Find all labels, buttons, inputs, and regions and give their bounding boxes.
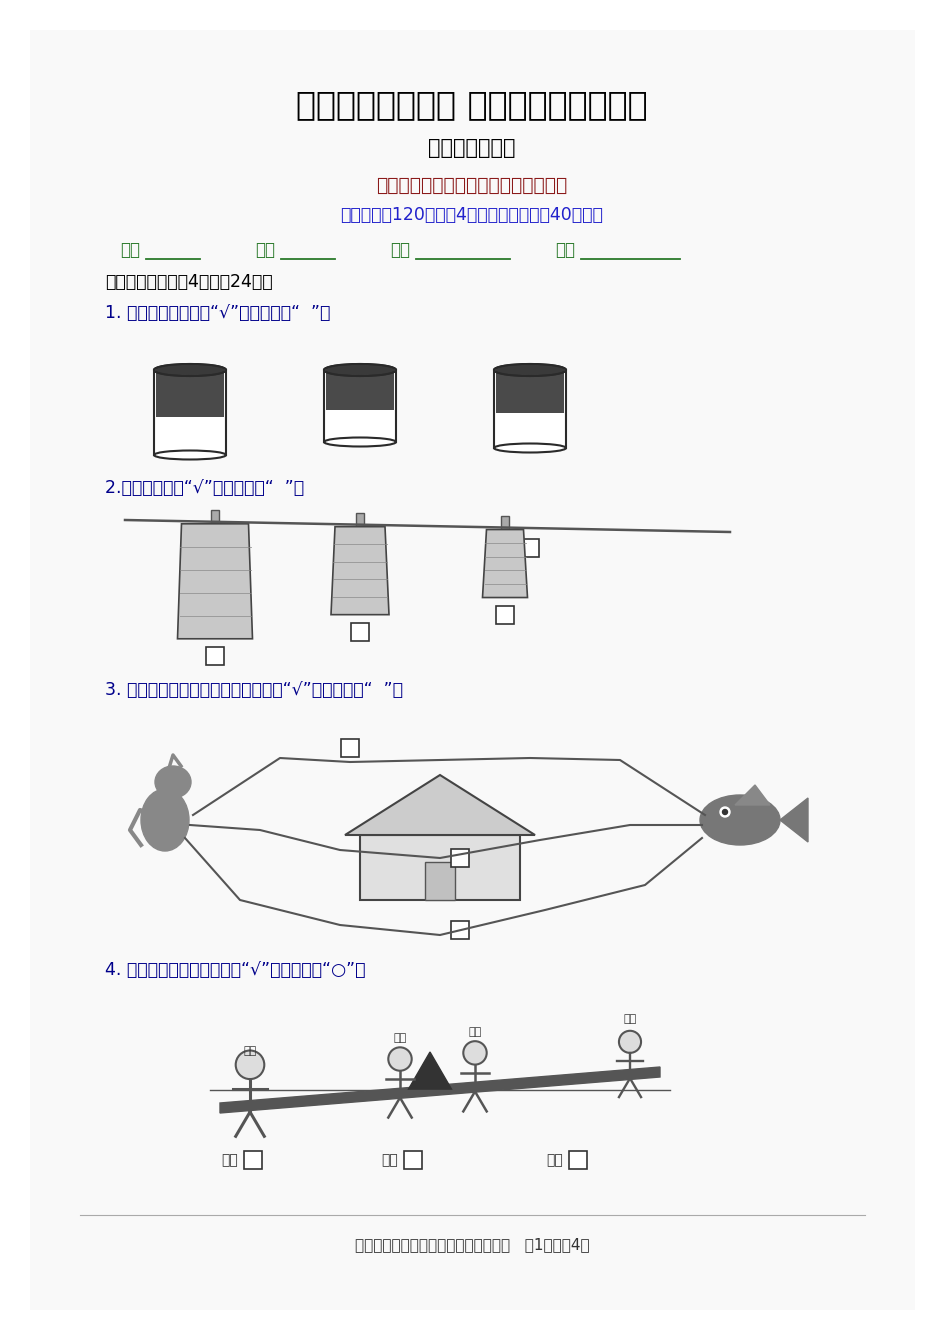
Text: 3. 小猫吃鱼。哪条路最近？最近的画“√”，最远的画“  ”。: 3. 小猫吃鱼。哪条路最近？最近的画“√”，最远的画“ ”。 [105, 681, 402, 699]
Text: 小明: 小明 [222, 1152, 238, 1167]
Bar [341, 739, 359, 757]
Text: 姓名: 姓名 [255, 241, 275, 259]
Text: 小云: 小云 [468, 1027, 481, 1038]
Ellipse shape [496, 365, 564, 374]
Polygon shape [330, 527, 389, 615]
Bar [520, 539, 538, 558]
Ellipse shape [156, 365, 224, 374]
Bar [206, 647, 224, 664]
Text: 4. 哪个小朋友重？最重的画“√”，最轻的画“○”。: 4. 哪个小朋友重？最重的画“√”，最轻的画“○”。 [105, 961, 365, 979]
Text: 小华: 小华 [381, 1152, 398, 1167]
Bar [450, 921, 468, 939]
Circle shape [235, 1051, 264, 1079]
Bar [496, 606, 514, 623]
Text: 得分: 得分 [554, 241, 574, 259]
Circle shape [722, 809, 727, 814]
Polygon shape [408, 1052, 451, 1090]
Text: 1. 杯里的水最多的画“√”，最少的画“  ”。: 1. 杯里的水最多的画“√”，最少的画“ ”。 [105, 303, 330, 322]
Bar [450, 849, 468, 866]
Ellipse shape [326, 365, 394, 374]
Bar [494, 370, 565, 448]
Bar [350, 623, 368, 640]
Text: 苏教版一年级（上）第一～四单元使用   第1页，兲4页: 苏教版一年级（上）第一～四单元使用 第1页，兲4页 [354, 1238, 589, 1253]
Polygon shape [345, 775, 534, 836]
Text: 班级: 班级 [120, 241, 140, 259]
Bar [496, 370, 564, 413]
Polygon shape [482, 529, 527, 598]
Polygon shape [177, 524, 252, 639]
Text: 苏教版一年级（上）第一～四单元使用: 苏教版一年级（上）第一～四单元使用 [376, 175, 567, 194]
Ellipse shape [326, 365, 394, 374]
Bar [154, 370, 226, 455]
Ellipse shape [154, 451, 226, 460]
Polygon shape [734, 785, 769, 805]
Circle shape [463, 1042, 486, 1064]
Text: 学号: 学号 [390, 241, 410, 259]
Bar [404, 1151, 422, 1169]
Text: 小云: 小云 [546, 1152, 563, 1167]
Bar [326, 370, 394, 409]
Bar [324, 370, 396, 443]
Ellipse shape [324, 364, 396, 376]
Ellipse shape [154, 364, 226, 376]
Text: 2.围巾最长的画“√”，最短的画“  ”。: 2.围巾最长的画“√”，最短的画“ ”。 [105, 479, 304, 497]
Bar [500, 516, 509, 529]
Text: 小华: 小华 [393, 1034, 406, 1043]
Bar [425, 862, 454, 900]
Circle shape [719, 808, 729, 817]
Text: 小华: 小华 [623, 1015, 636, 1024]
Bar [356, 512, 363, 527]
Text: 小明: 小明 [244, 1046, 257, 1055]
Ellipse shape [156, 365, 224, 374]
Polygon shape [779, 798, 807, 842]
Ellipse shape [324, 437, 396, 447]
Text: 《小学生数学报》 数学学习能力检测卷: 《小学生数学报》 数学学习能力检测卷 [295, 88, 648, 122]
Text: （最新修订版）: （最新修订版） [428, 138, 515, 158]
Polygon shape [220, 1067, 659, 1112]
Text: 一、选择题（每题4分，全24分）: 一、选择题（每题4分，全24分） [105, 273, 272, 291]
Text: （本卷总分120分，兲4页，建议完成时间40分钟）: （本卷总分120分，兲4页，建议完成时间40分钟） [340, 206, 603, 225]
Bar [211, 509, 219, 524]
Ellipse shape [141, 789, 189, 850]
Ellipse shape [494, 444, 565, 452]
Bar [156, 370, 224, 417]
Bar [360, 836, 519, 900]
Circle shape [618, 1031, 640, 1052]
Ellipse shape [496, 365, 564, 374]
Bar [350, 533, 368, 551]
Bar [244, 1151, 261, 1169]
Ellipse shape [494, 364, 565, 376]
Ellipse shape [155, 766, 191, 798]
Circle shape [388, 1047, 412, 1071]
Bar [568, 1151, 586, 1169]
Bar [181, 545, 199, 564]
Ellipse shape [700, 796, 779, 845]
